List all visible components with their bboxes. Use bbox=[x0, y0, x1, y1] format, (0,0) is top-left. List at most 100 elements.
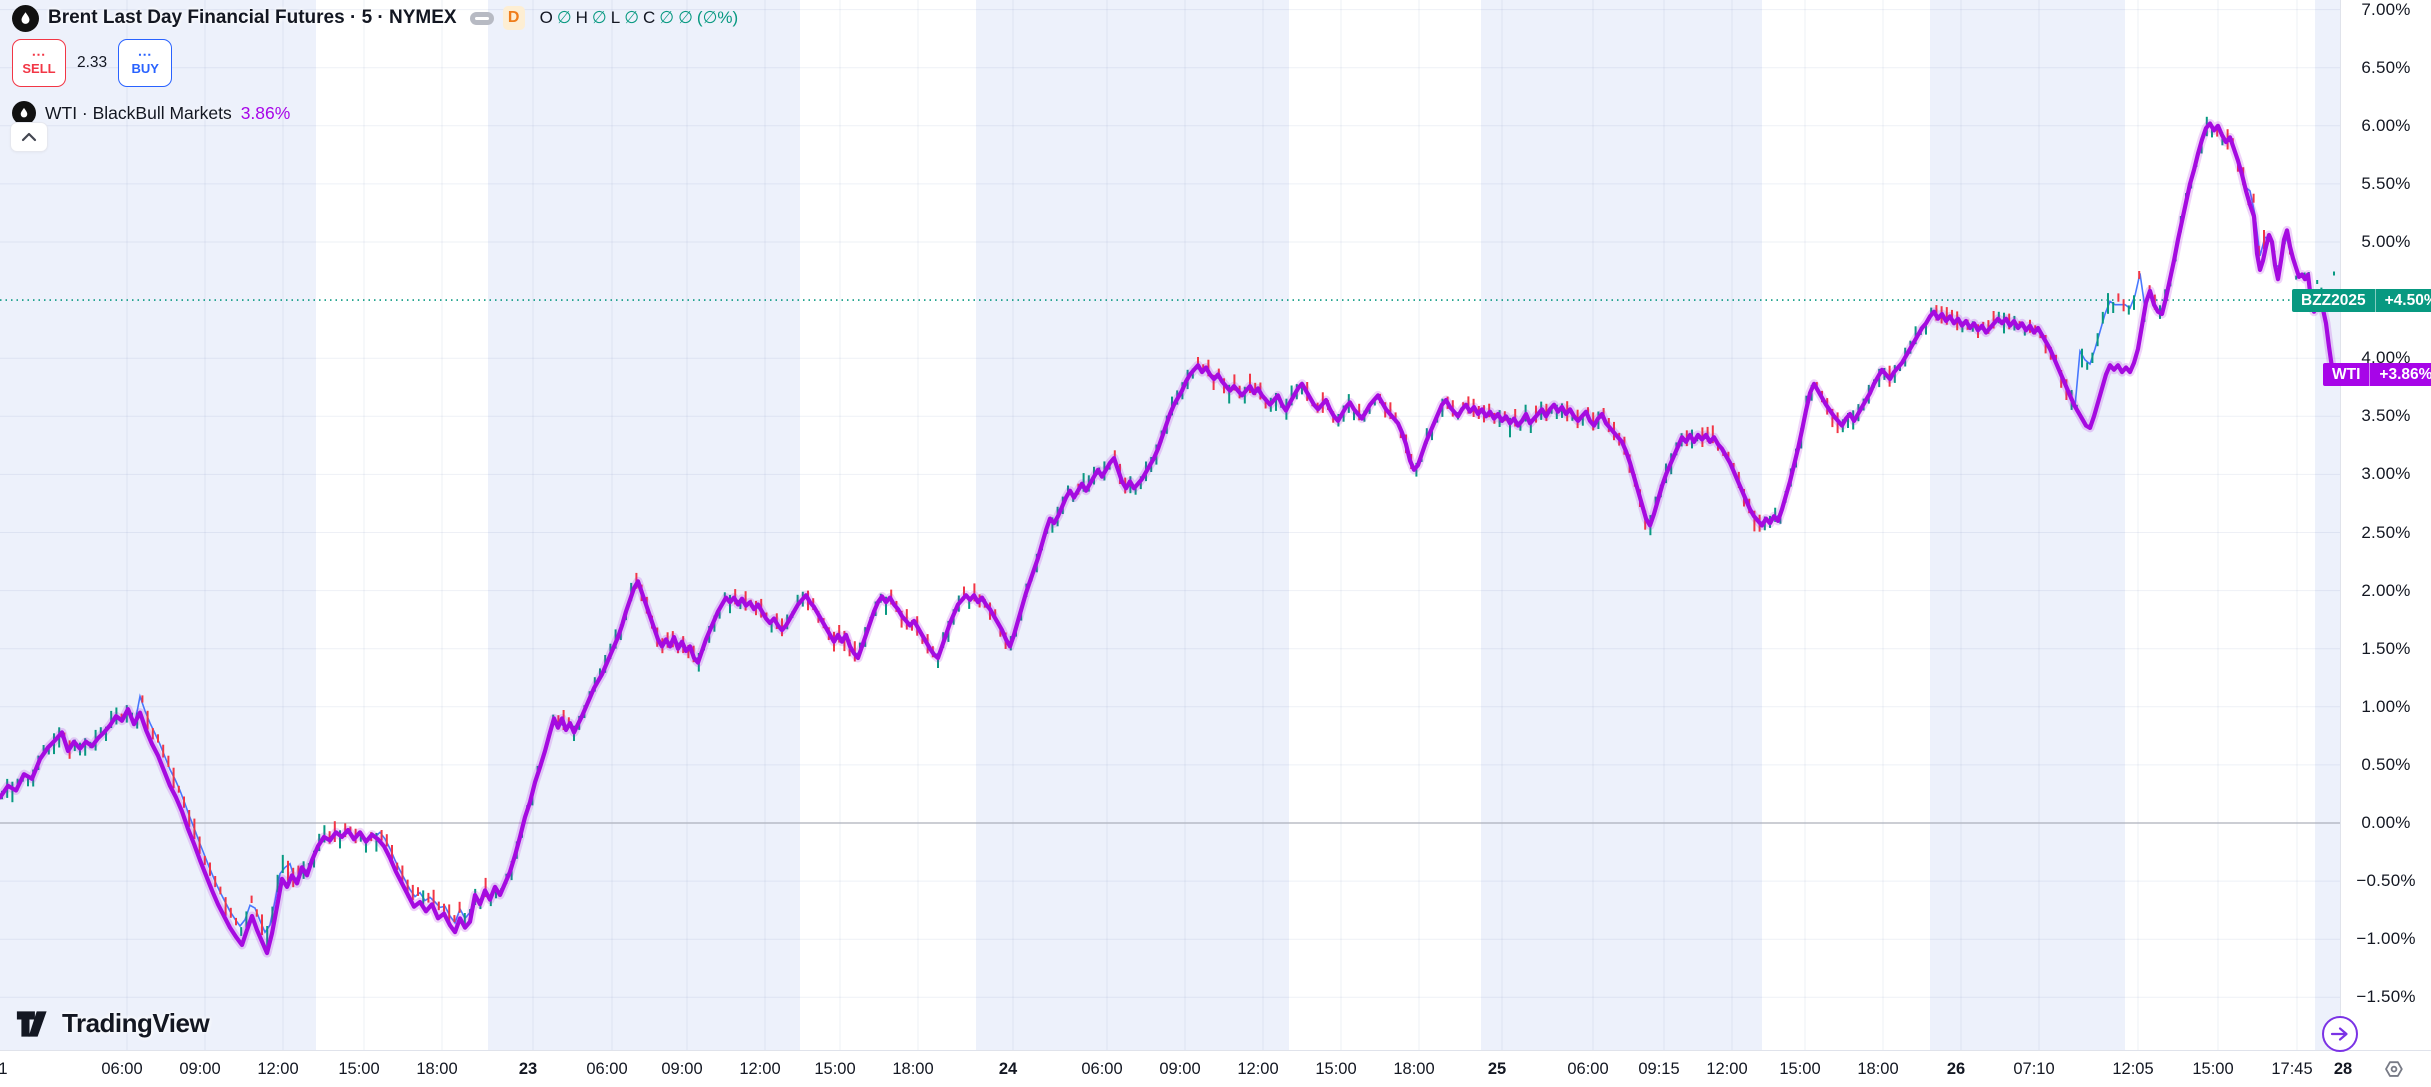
time-scale-label: 18:00 bbox=[416, 1060, 458, 1078]
price-scale-label: 0.00% bbox=[2361, 813, 2411, 832]
time-scale-label: 25 bbox=[1487, 1060, 1507, 1078]
time-scale-label: 18:00 bbox=[1393, 1060, 1435, 1078]
trading-buttons-row: ⋯ SELL 2.33 ⋯ BUY bbox=[12, 39, 738, 87]
price-scale-label: 2.00% bbox=[2361, 580, 2411, 600]
time-scale-label: 09:00 bbox=[179, 1060, 221, 1078]
time-scale-label: 15:00 bbox=[2192, 1060, 2234, 1078]
tradingview-mark-icon bbox=[16, 1010, 47, 1037]
time-scale-label: 17:45 bbox=[2271, 1060, 2313, 1078]
price-chart-canvas[interactable] bbox=[0, 0, 2340, 1050]
time-scale-axis[interactable]: 1 06:00 09:00 12:00 15:00 18:00 23 06:00 09:00 12… bbox=[0, 1050, 2431, 1087]
time-scale-label: 12:05 bbox=[2112, 1060, 2154, 1078]
time-scale-label: 1 bbox=[0, 1060, 8, 1078]
change-value: ∅ bbox=[678, 8, 693, 27]
wti-change-value: +3.86% bbox=[2369, 363, 2431, 386]
price-scale-label: 1.00% bbox=[2361, 696, 2411, 716]
time-scale-label: 24 bbox=[998, 1060, 1018, 1078]
time-scale-label: 15:00 bbox=[1315, 1060, 1357, 1078]
collapse-legend-button[interactable] bbox=[10, 122, 48, 152]
time-scale-label: 09:00 bbox=[1159, 1060, 1201, 1078]
time-scale-label: 12:00 bbox=[1706, 1060, 1748, 1078]
timescale-settings-gear-icon[interactable] bbox=[2383, 1059, 2405, 1086]
price-scale-axis[interactable]: 7.00% 6.50% 6.00% 5.50% 5.00% 4.00% 3.50% 3.00%… bbox=[2340, 0, 2431, 1050]
price-scale-label: −1.00% bbox=[2356, 929, 2416, 949]
arrow-right-icon bbox=[2330, 1027, 2348, 1041]
compare-symbol-legend-row: WTI · BlackBull Markets 3.86% bbox=[12, 100, 738, 126]
time-scale-label: 06:00 bbox=[586, 1060, 628, 1078]
change-pct-value: (∅%) bbox=[696, 8, 739, 27]
buy-button[interactable]: ⋯ BUY bbox=[118, 39, 173, 87]
symbol-title[interactable]: Brent Last Day Financial Futures · 5 · N… bbox=[48, 7, 457, 28]
price-scale-label: −1.50% bbox=[2356, 987, 2416, 1007]
price-scale-label: 7.00% bbox=[2361, 0, 2411, 19]
open-value: ∅ bbox=[556, 8, 572, 27]
wti-oil-logo-icon bbox=[12, 101, 36, 125]
tradingview-logo-text: TradingView bbox=[62, 1008, 210, 1038]
price-scale-label: 3.00% bbox=[2361, 464, 2411, 484]
price-scale-label: 5.00% bbox=[2361, 232, 2411, 251]
time-scale-label: 15:00 bbox=[814, 1060, 856, 1078]
price-scale-label: 0.50% bbox=[2361, 754, 2411, 774]
time-scale-label: 06:00 bbox=[1567, 1060, 1609, 1078]
time-scale-label: 26 bbox=[1946, 1060, 1966, 1078]
time-scale-label: 12:00 bbox=[739, 1060, 781, 1078]
tradingview-logo[interactable]: TradingView bbox=[16, 1008, 210, 1039]
time-scale-label: 18:00 bbox=[1857, 1060, 1899, 1078]
buy-more-dots-icon: ⋯ bbox=[137, 45, 153, 62]
compare-symbol-title[interactable]: WTI · BlackBull Markets bbox=[45, 102, 232, 123]
chevron-up-icon bbox=[21, 132, 37, 142]
high-label: H bbox=[575, 8, 588, 27]
go-to-realtime-button[interactable] bbox=[2322, 1016, 2358, 1052]
open-label: O bbox=[539, 8, 553, 27]
time-scale-label: 28 bbox=[2333, 1060, 2353, 1078]
ohlc-readout: O ∅ H ∅ L ∅ C ∅ ∅ (∅%) bbox=[540, 8, 739, 28]
sell-button[interactable]: ⋯ SELL bbox=[12, 39, 66, 87]
spread-value: 2.33 bbox=[77, 54, 108, 71]
price-scale-label: 3.50% bbox=[2361, 406, 2411, 426]
time-scale-label: 09:00 bbox=[661, 1060, 703, 1078]
time-scale-label: 12:00 bbox=[1237, 1060, 1279, 1078]
price-scale-label: −0.50% bbox=[2356, 871, 2416, 891]
low-label: L bbox=[610, 8, 621, 27]
price-scale-label: 6.50% bbox=[2361, 57, 2411, 77]
session-band bbox=[488, 0, 800, 1050]
time-scale-label: 09:15 bbox=[1638, 1060, 1680, 1078]
timeframe-chip[interactable]: D bbox=[502, 6, 525, 30]
time-scale-label: 15:00 bbox=[1779, 1060, 1821, 1078]
time-scale-label: 15:00 bbox=[338, 1060, 380, 1078]
time-scale-label: 12:00 bbox=[257, 1060, 299, 1078]
brent-symbol-label: BZZ2025 bbox=[2301, 291, 2366, 309]
session-band bbox=[976, 0, 1289, 1050]
eye-toggle-icon[interactable] bbox=[469, 11, 494, 25]
brent-last-price-badge: BZZ2025 +4.50% bbox=[2292, 289, 2431, 312]
wti-last-price-badge: WTI +3.86% bbox=[2323, 363, 2431, 386]
price-scale-label: 6.00% bbox=[2361, 115, 2411, 135]
session-band bbox=[1930, 0, 2125, 1050]
high-value: ∅ bbox=[591, 8, 607, 27]
session-band bbox=[1481, 0, 1762, 1050]
time-scale-label: 06:00 bbox=[1081, 1060, 1123, 1078]
chart-legend: Brent Last Day Financial Futures · 5 · N… bbox=[12, 4, 738, 126]
sell-more-dots-icon: ⋯ bbox=[31, 45, 47, 62]
low-value: ∅ bbox=[624, 8, 640, 27]
session-bands bbox=[0, 0, 2340, 1050]
compare-change-value: 3.86% bbox=[240, 102, 291, 123]
price-scale-label: 2.50% bbox=[2361, 522, 2411, 542]
time-scale-label: 23 bbox=[518, 1060, 538, 1078]
price-scale-label: 4.00% bbox=[2361, 348, 2411, 368]
close-value: ∅ bbox=[659, 8, 675, 27]
time-scale-label: 18:00 bbox=[892, 1060, 934, 1078]
time-scale-label: 07:10 bbox=[2013, 1060, 2055, 1078]
brent-change-value: +4.50% bbox=[2374, 289, 2431, 312]
main-symbol-legend-row: Brent Last Day Financial Futures · 5 · N… bbox=[12, 4, 738, 32]
close-label: C bbox=[643, 8, 656, 27]
buy-button-label: BUY bbox=[131, 61, 159, 77]
price-scale-label: 1.50% bbox=[2361, 638, 2411, 658]
sell-button-label: SELL bbox=[22, 61, 56, 77]
session-band bbox=[0, 0, 316, 1050]
time-scale-label: 06:00 bbox=[101, 1060, 143, 1078]
price-scale-label: 5.50% bbox=[2361, 173, 2411, 193]
wti-symbol-label: WTI bbox=[2332, 365, 2361, 383]
session-band bbox=[2315, 0, 2340, 1050]
